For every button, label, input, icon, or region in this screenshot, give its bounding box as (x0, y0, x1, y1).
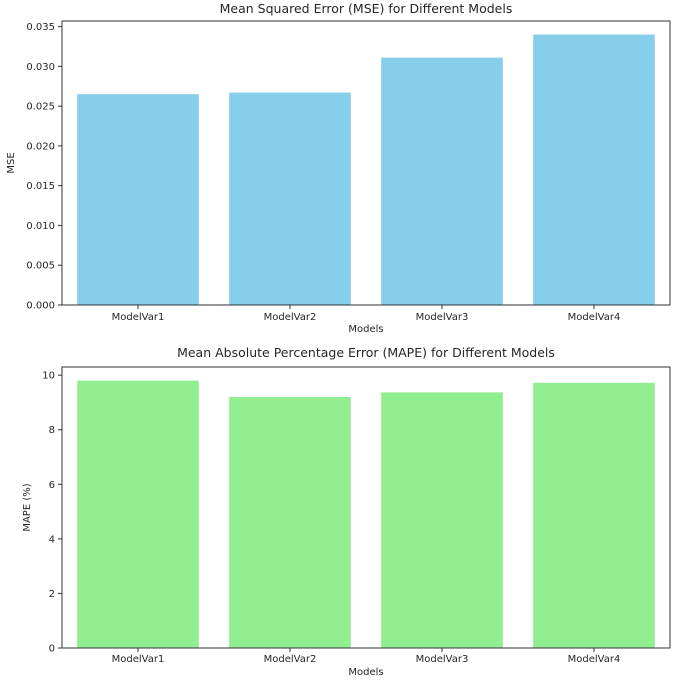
chart-1-y-tick-label-5: 0.020 (26, 141, 55, 152)
chart-1-x-tick-label-1: ModelVar1 (112, 312, 165, 323)
chart-1-bar-1 (77, 94, 199, 305)
chart-1-y-tick-label-1: 0.000 (26, 301, 55, 312)
chart-1-y-tick-label-7: 0.030 (26, 62, 55, 73)
chart-2-x-tick-label-3: ModelVar3 (416, 654, 469, 665)
chart-1-x-axis-label: Models (348, 324, 383, 335)
chart-1-x-tick-label-2: ModelVar2 (264, 312, 317, 323)
chart-1-x-tick-label-4: ModelVar4 (568, 312, 621, 323)
chart-2-y-tick-label-6: 10 (42, 371, 55, 382)
chart-2-y-tick-label-5: 8 (49, 425, 55, 436)
chart-2-x-axis-label: Models (348, 667, 383, 678)
chart-2-plot-frame (61, 366, 671, 649)
chart-2-title: Mean Absolute Percentage Error (MAPE) fo… (177, 345, 555, 360)
chart-2-y-tick-label-4: 6 (49, 480, 55, 491)
chart-1-bar-3 (381, 57, 503, 305)
chart-1-bar-2 (229, 92, 351, 305)
chart-1-y-tick-label-2: 0.005 (26, 261, 55, 272)
chart-2-x-tick-label-1: ModelVar1 (112, 654, 165, 665)
chart-2: Mean Absolute Percentage Error (MAPE) fo… (22, 345, 671, 678)
chart-1-y-tick-label-8: 0.035 (26, 22, 55, 33)
chart-2-y-tick-label-1: 0 (49, 644, 55, 655)
chart-1-x-tick-label-3: ModelVar3 (416, 312, 469, 323)
chart-1-title: Mean Squared Error (MSE) for Different M… (220, 1, 513, 16)
chart-2-x-tick-label-2: ModelVar2 (264, 654, 317, 665)
chart-2-bar-3 (381, 392, 503, 648)
chart-1-bar-4 (533, 34, 655, 306)
chart-1: Mean Squared Error (MSE) for Different M… (6, 1, 671, 335)
chart-1-plot-frame (61, 20, 671, 306)
chart-2-bar-1 (77, 380, 199, 648)
chart-2-bar-2 (229, 397, 351, 648)
chart-2-y-axis-label: MAPE (%) (22, 483, 33, 531)
chart-2-y-tick-label-3: 4 (49, 534, 55, 545)
chart-1-y-axis-label: MSE (6, 152, 17, 173)
chart-1-y-tick-label-6: 0.025 (26, 102, 55, 113)
chart-2-x-tick-label-4: ModelVar4 (568, 654, 621, 665)
chart-1-y-tick-label-4: 0.015 (26, 181, 55, 192)
chart-1-y-tick-label-3: 0.010 (26, 221, 55, 232)
chart-2-bar-4 (533, 382, 655, 648)
chart-2-y-tick-label-2: 2 (49, 589, 55, 600)
